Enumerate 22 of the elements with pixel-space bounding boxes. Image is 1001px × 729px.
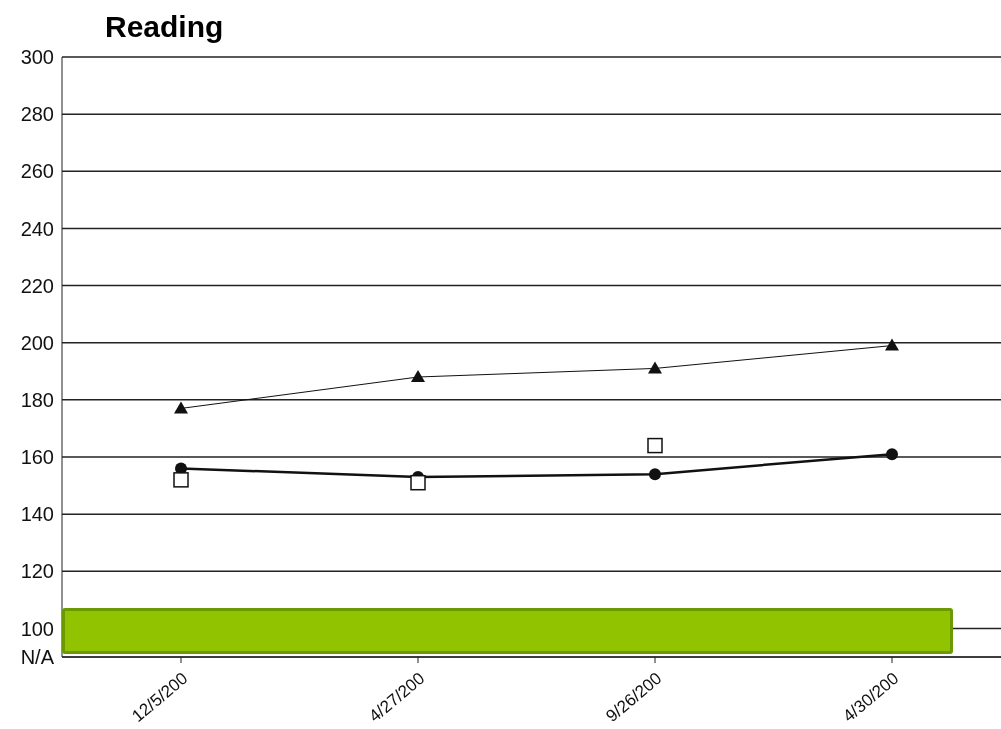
y-tick-label: 160 [20,446,54,469]
y-tick-label: 240 [20,217,54,240]
y-tick-label: 200 [20,331,54,354]
chart-title: Reading [105,10,224,44]
y-tick-label: 180 [20,388,54,411]
point [173,472,189,488]
y-tick-label: 220 [20,274,54,297]
y-tick-label: 120 [20,560,54,583]
point [886,448,898,461]
point [174,401,188,414]
y-tick-label: 280 [20,103,54,126]
point [411,370,425,382]
y-tick-label: 300 [20,46,54,69]
y-tick-label: N/A [20,646,55,669]
point [647,437,663,454]
y-tick-label: 140 [20,503,54,526]
point [410,474,426,491]
point [885,338,899,351]
point [649,468,661,481]
y-tick-label: 260 [20,160,54,183]
y-tick-label: 100 [20,617,54,640]
point [648,361,662,374]
